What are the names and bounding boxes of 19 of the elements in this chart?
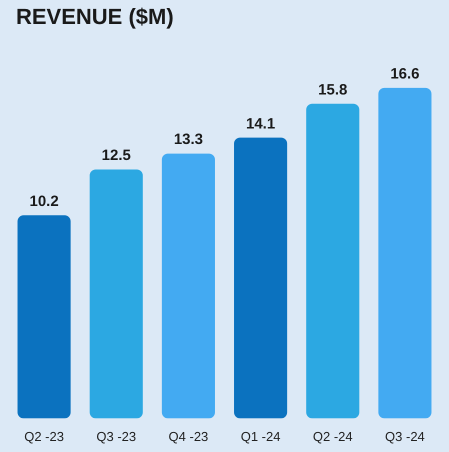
x-tick-label: Q3 -24 bbox=[385, 428, 425, 444]
x-tick-label: Q1 -24 bbox=[240, 428, 280, 444]
data-label: 14.1 bbox=[246, 115, 276, 132]
bar bbox=[90, 170, 143, 418]
data-label: 10.2 bbox=[29, 192, 59, 210]
bar bbox=[162, 154, 215, 418]
bar bbox=[18, 215, 71, 418]
data-label: 13.3 bbox=[174, 131, 204, 148]
x-tick-label: Q3 -23 bbox=[96, 428, 136, 444]
x-tick-label: Q2 -23 bbox=[24, 428, 64, 444]
x-tick-label: Q2 -24 bbox=[312, 428, 353, 444]
data-label: 15.8 bbox=[318, 81, 348, 98]
data-label: 16.6 bbox=[390, 66, 420, 83]
bar bbox=[378, 88, 432, 418]
bar bbox=[306, 104, 360, 418]
bar bbox=[234, 138, 288, 418]
chart-title: REVENUE ($M) bbox=[15, 3, 175, 31]
x-tick-label: Q4 -23 bbox=[168, 428, 208, 444]
data-label: 12.5 bbox=[102, 147, 131, 164]
